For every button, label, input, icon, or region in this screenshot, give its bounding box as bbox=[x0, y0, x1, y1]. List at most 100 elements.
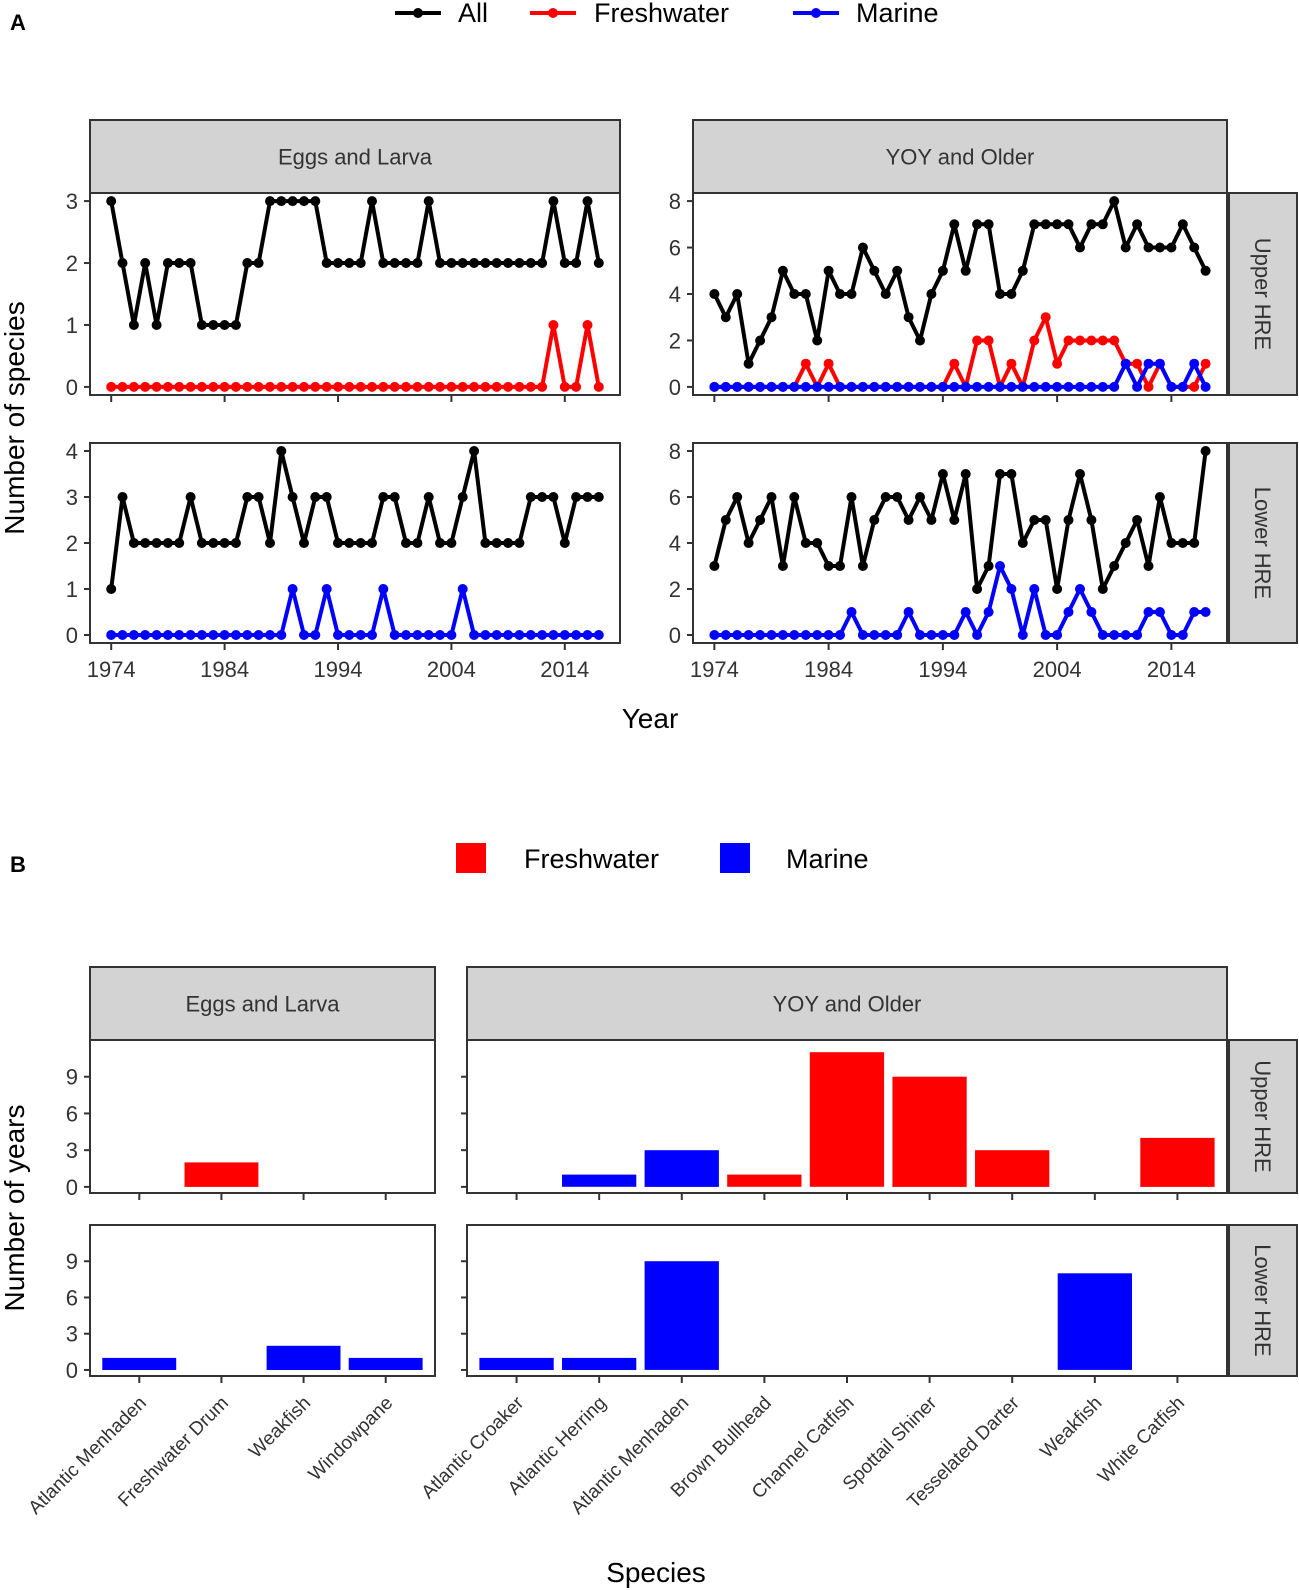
legend-swatch-freshwater bbox=[456, 843, 486, 873]
data-point-marine bbox=[869, 381, 880, 392]
data-point-all bbox=[880, 492, 891, 502]
data-point-all bbox=[412, 538, 423, 548]
data-point-marine bbox=[469, 630, 480, 640]
data-point-all bbox=[1086, 219, 1097, 230]
data-point-marine bbox=[732, 381, 743, 392]
data-point-all bbox=[732, 492, 743, 502]
data-point-all bbox=[766, 312, 777, 323]
bar-marine bbox=[348, 1357, 423, 1370]
data-point-marine bbox=[1052, 381, 1063, 392]
data-point-marine bbox=[151, 630, 162, 640]
data-point-marine bbox=[995, 561, 1005, 571]
data-point-all bbox=[230, 538, 241, 548]
data-point-all bbox=[537, 258, 548, 268]
data-point-freshwater bbox=[480, 381, 491, 392]
data-point-marine bbox=[355, 630, 366, 640]
y-tick-label: 0 bbox=[66, 1358, 78, 1383]
data-point-all bbox=[1143, 242, 1154, 253]
data-point-freshwater bbox=[355, 381, 366, 392]
data-point-freshwater bbox=[491, 381, 502, 392]
data-point-marine bbox=[823, 630, 834, 640]
data-point-marine bbox=[777, 381, 788, 392]
panel-label-a: A bbox=[10, 10, 26, 35]
data-point-freshwater bbox=[219, 381, 230, 392]
data-point-all bbox=[1200, 446, 1211, 456]
data-point-marine bbox=[1040, 630, 1051, 640]
bar-marine bbox=[644, 1261, 719, 1370]
data-point-marine bbox=[937, 381, 948, 392]
data-point-all bbox=[446, 258, 457, 268]
data-point-all bbox=[720, 515, 731, 525]
data-point-marine bbox=[457, 584, 468, 594]
data-point-all bbox=[755, 515, 766, 525]
data-point-all bbox=[457, 492, 468, 502]
data-point-all bbox=[208, 320, 219, 330]
data-point-marine bbox=[435, 630, 445, 640]
data-point-all bbox=[196, 320, 207, 330]
data-point-all bbox=[869, 265, 880, 276]
data-point-all bbox=[174, 258, 185, 268]
data-point-all bbox=[777, 265, 788, 276]
data-point-all bbox=[344, 538, 355, 548]
data-point-all bbox=[559, 538, 570, 548]
y-axis-title-b: Number of years bbox=[0, 1105, 30, 1312]
legend-label-all: All bbox=[458, 0, 488, 28]
data-point-all bbox=[960, 469, 971, 479]
data-point-all bbox=[903, 312, 914, 323]
data-point-marine bbox=[857, 381, 868, 392]
y-tick-label: 2 bbox=[66, 531, 78, 556]
legend-swatch-marine bbox=[720, 843, 750, 873]
facet-b-0-0 bbox=[89, 1039, 436, 1194]
data-point-marine bbox=[1086, 607, 1097, 617]
data-point-all bbox=[548, 492, 559, 502]
x-tick-label: 2004 bbox=[1033, 657, 1082, 682]
data-point-all bbox=[949, 219, 960, 230]
data-point-marine bbox=[720, 381, 731, 392]
data-point-marine bbox=[265, 630, 275, 640]
data-point-freshwater bbox=[1029, 335, 1040, 346]
data-point-freshwater bbox=[140, 381, 151, 392]
data-point-all bbox=[1063, 219, 1074, 230]
bar-freshwater bbox=[809, 1052, 885, 1187]
data-point-all bbox=[525, 258, 536, 268]
data-point-freshwater bbox=[321, 381, 332, 392]
data-point-all bbox=[1097, 219, 1108, 230]
data-point-all bbox=[321, 258, 332, 268]
y-tick-label: 3 bbox=[66, 485, 78, 510]
bar-freshwater bbox=[184, 1162, 259, 1187]
data-point-freshwater bbox=[128, 381, 139, 392]
y-tick-label: 3 bbox=[66, 189, 78, 214]
x-tick-label: 1994 bbox=[314, 657, 363, 682]
data-point-all bbox=[1006, 469, 1017, 479]
data-point-marine bbox=[777, 630, 788, 640]
data-point-marine bbox=[1063, 607, 1074, 617]
data-point-all bbox=[1189, 538, 1200, 548]
bar-freshwater bbox=[975, 1150, 1050, 1187]
data-point-marine bbox=[995, 381, 1005, 392]
data-point-marine bbox=[1154, 358, 1165, 369]
data-point-freshwater bbox=[230, 381, 241, 392]
data-point-marine bbox=[1017, 381, 1028, 392]
data-point-marine bbox=[491, 630, 502, 640]
data-point-marine bbox=[972, 381, 983, 392]
data-point-freshwater bbox=[412, 381, 423, 392]
bar-freshwater bbox=[1140, 1137, 1215, 1187]
data-point-marine bbox=[880, 381, 891, 392]
data-point-all bbox=[1006, 289, 1017, 299]
data-point-all bbox=[514, 538, 525, 548]
x-axis-title-b: Species bbox=[606, 1557, 706, 1588]
data-point-marine bbox=[835, 381, 845, 392]
data-point-all bbox=[846, 289, 857, 299]
data-point-marine bbox=[1109, 630, 1120, 640]
data-point-freshwater bbox=[333, 381, 343, 392]
data-point-freshwater bbox=[1075, 335, 1085, 346]
data-point-all bbox=[582, 492, 593, 502]
data-point-marine bbox=[1132, 630, 1143, 640]
panel-label-b: B bbox=[10, 852, 26, 877]
data-point-marine bbox=[185, 630, 196, 640]
data-point-marine bbox=[800, 630, 811, 640]
data-point-freshwater bbox=[582, 320, 593, 330]
y-tick-label: 4 bbox=[669, 282, 681, 307]
y-tick-label: 3 bbox=[66, 1322, 78, 1347]
data-point-all bbox=[789, 289, 800, 299]
